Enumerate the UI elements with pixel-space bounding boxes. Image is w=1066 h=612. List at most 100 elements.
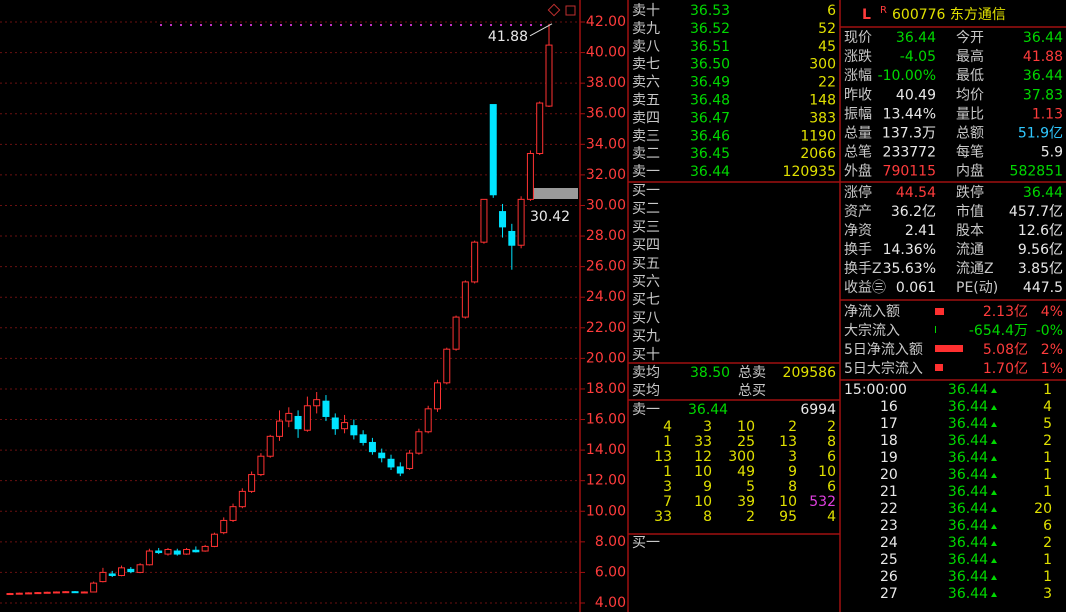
queue-cell: 39 (737, 494, 755, 510)
queue-cell: 6 (827, 479, 836, 495)
y-tick-label: 10.00 (586, 503, 626, 519)
summary-label: 总买 (738, 383, 766, 399)
queue-cell: 10 (737, 419, 755, 435)
tick-arrow (991, 524, 997, 529)
candle-body (80, 591, 88, 594)
flow-value: 1.70亿 (983, 361, 1028, 377)
candle-body (415, 431, 423, 454)
stat-label: 现价 (844, 30, 872, 46)
flow-bar (935, 345, 963, 352)
annotation: 30.42 (530, 209, 570, 225)
tick-time: 20 (880, 467, 898, 483)
fund-value: 9.56亿 (1018, 242, 1063, 258)
ask-volume: 2066 (800, 146, 836, 162)
candle-body (461, 281, 469, 318)
summary-label: 卖均 (632, 365, 660, 381)
queue-cell: 33 (654, 509, 672, 525)
price-marker (527, 188, 578, 199)
candle-body (266, 435, 274, 457)
candle-body (183, 548, 191, 555)
tick-time: 16 (880, 399, 898, 415)
queue-cell: 33 (694, 434, 712, 450)
fund-label: 换手 (844, 241, 872, 258)
candle-body (164, 548, 172, 555)
fund-label: 换手Z (844, 260, 882, 277)
tick-arrow (991, 456, 997, 461)
ask-volume: 1190 (800, 128, 836, 144)
tick-price: 36.44 (948, 518, 988, 534)
ask-label: 卖九 (632, 21, 660, 37)
candle-body (62, 591, 70, 594)
market-flag: R (880, 5, 887, 16)
flow-label: 净流入额 (844, 304, 900, 320)
stat-label: 涨跌 (844, 49, 872, 65)
flow-label: 大宗流入 (844, 323, 900, 339)
bid-label: 买五 (632, 256, 660, 272)
candle-body (313, 399, 321, 407)
queue-cell: 9 (788, 464, 797, 480)
stat-value: 36.44 (896, 30, 936, 46)
queue-cell: 4 (663, 419, 672, 435)
candle-body (359, 434, 367, 443)
stat-label: 最低 (956, 68, 984, 84)
tick-volume: 2 (1043, 433, 1052, 449)
fund-value: 457.7亿 (1009, 204, 1063, 220)
candle-body (322, 400, 330, 417)
queue-cell: 10 (694, 464, 712, 480)
bid-label: 买七 (632, 292, 660, 308)
tick-volume: 2 (1043, 535, 1052, 551)
tick-volume: 6 (1043, 518, 1052, 534)
queue-cell: 12 (694, 449, 712, 465)
summary-value: 209586 (783, 365, 837, 381)
candle-body (489, 104, 497, 196)
tick-price: 36.44 (948, 467, 988, 483)
ask-volume: 52 (818, 21, 836, 37)
tick-price: 36.44 (948, 450, 988, 466)
queue-volume: 6994 (800, 402, 836, 418)
ask-price: 36.51 (690, 39, 730, 55)
ask-label: 卖七 (632, 57, 660, 73)
y-tick-label: 40.00 (586, 45, 626, 61)
tick-arrow (991, 405, 997, 410)
flow-pct: -0% (1036, 323, 1063, 339)
stat-label: 今开 (956, 30, 984, 46)
bid-label: 买九 (632, 329, 660, 345)
ask-label: 卖三 (632, 128, 660, 144)
candle-body (90, 582, 98, 593)
queue-cell: 9 (703, 479, 712, 495)
stat-value: 582851 (1010, 164, 1063, 180)
flow-pct: 1% (1041, 361, 1063, 377)
candle-body (368, 441, 376, 453)
stat-label: 量比 (956, 106, 984, 122)
tick-time: 17 (880, 416, 898, 432)
bid-label: 买八 (632, 310, 660, 326)
fund-value: 447.5 (1023, 280, 1063, 296)
tick-time: 25 (880, 552, 898, 568)
candle-body (192, 549, 200, 553)
candle-body (25, 592, 33, 595)
tick-volume: 1 (1043, 467, 1052, 483)
queue-cell: 10 (694, 494, 712, 510)
y-tick-label: 22.00 (586, 320, 626, 336)
candle-body (350, 425, 358, 436)
ask-label: 卖十 (632, 3, 660, 19)
candle-body (238, 490, 246, 508)
stat-label: 每笔 (956, 145, 984, 161)
ask-label: 卖四 (632, 110, 660, 126)
candle-body (536, 102, 544, 154)
ask-price: 36.44 (690, 164, 730, 180)
tick-arrow (991, 422, 997, 427)
stat-value: 5.9 (1041, 145, 1063, 161)
y-tick-label: 32.00 (586, 167, 626, 183)
candle-body (285, 412, 293, 422)
fund-value: 36.44 (1023, 185, 1063, 201)
tick-arrow (991, 439, 997, 444)
stat-label: 均价 (956, 87, 984, 103)
stat-value: 40.49 (896, 87, 936, 103)
summary-label: 总卖 (738, 365, 766, 381)
stat-value: -10.00% (878, 68, 936, 84)
icon (547, 3, 561, 17)
candle-body (71, 591, 79, 594)
stat-label: 总额 (956, 126, 984, 142)
bid-label: 买二 (632, 201, 660, 217)
